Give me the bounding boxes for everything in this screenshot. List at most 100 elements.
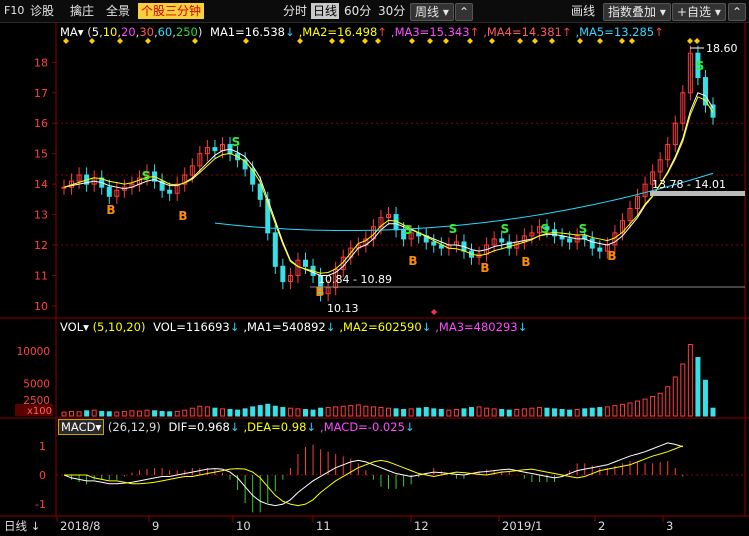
candle-body — [159, 180, 165, 191]
signal-diamond-icon — [243, 38, 249, 44]
volume-bar — [627, 402, 633, 417]
volume-bar — [325, 407, 331, 417]
candle-body — [695, 52, 701, 79]
vol-tick-label: 5000 — [23, 379, 50, 391]
volume-bar — [431, 408, 437, 417]
volume-bar — [529, 407, 535, 417]
f10-button[interactable]: F10 — [4, 4, 25, 17]
volume-bar — [393, 408, 399, 417]
candle-body — [499, 238, 505, 243]
arrow-down-icon: ↓ — [517, 320, 528, 334]
candle-body — [702, 77, 708, 106]
ma2-line — [63, 96, 714, 274]
range-high-bar — [650, 191, 745, 196]
volume-bar — [189, 407, 195, 417]
signal-diamond-icon — [297, 38, 303, 44]
signal-diamond-icon — [362, 38, 368, 44]
volume-bar — [672, 376, 678, 417]
volume-bar — [665, 386, 671, 417]
volume-bar — [650, 396, 656, 417]
volume-bar — [159, 410, 165, 417]
macd-params: (26,12,9) — [107, 420, 161, 434]
candle-body — [650, 171, 656, 185]
volume-bar — [295, 408, 301, 417]
candle-body — [378, 217, 384, 228]
chevron-down-icon: ▾ — [83, 320, 89, 334]
price-tick-label: 10 — [34, 300, 48, 313]
buy-signal: B — [521, 255, 530, 269]
tab-30min[interactable]: 30分 — [378, 4, 406, 18]
diagnose-button[interactable]: 诊股 — [30, 4, 55, 18]
candle-body — [386, 214, 391, 219]
candle-body — [506, 241, 512, 249]
signal-diamond-icon — [192, 38, 198, 44]
candle-body — [212, 147, 218, 152]
volume-bar — [280, 407, 286, 417]
sell-signal: S — [449, 222, 458, 236]
volume-bar — [544, 407, 550, 417]
candle-body — [657, 159, 663, 173]
arrow-down-icon: ↓ — [306, 420, 317, 434]
date-label: 3 — [666, 519, 673, 533]
buy-signal: B — [408, 254, 417, 268]
vol-params: (5,10,20) — [92, 320, 146, 334]
volume-bar — [91, 409, 97, 417]
ma-param: 5 — [91, 25, 100, 39]
sell-signal: S — [232, 135, 241, 149]
red-diamond-icon — [431, 309, 437, 315]
arrow-up-icon: ↑ — [654, 25, 664, 39]
volume-bar — [370, 406, 376, 417]
signal-diamond-icon — [339, 38, 345, 44]
volume-bar — [416, 407, 422, 417]
volume-bar — [182, 409, 188, 417]
volume-bar — [514, 409, 520, 417]
volume-bar — [121, 410, 127, 417]
volume-bar — [363, 405, 369, 417]
volume-bar — [582, 408, 588, 417]
volume-bar — [476, 406, 482, 417]
volume-bar — [446, 409, 452, 417]
macd-tick-label: 1 — [39, 440, 46, 453]
vol-tick-label: 10000 — [17, 346, 50, 358]
signal-diamond-icon — [409, 38, 415, 44]
candle-body — [680, 92, 686, 124]
sell-signal: S — [142, 169, 151, 183]
volume-bar — [257, 405, 263, 417]
range-low-label: 10.84 - 10.89 — [318, 273, 392, 286]
volume-bar — [174, 410, 180, 417]
draw-line-button[interactable]: 画线 — [571, 4, 596, 18]
price-tick-label: 15 — [34, 148, 48, 161]
stock-three-minutes-button[interactable]: 个股三分钟 — [138, 3, 205, 19]
volume-bar — [521, 408, 527, 417]
volume-bar — [265, 403, 271, 417]
dea-line — [64, 445, 683, 507]
tab-60min[interactable]: 60分 — [344, 4, 372, 18]
signal-diamond-icon — [629, 38, 635, 44]
date-label: 11 — [316, 519, 331, 533]
macd-indicator-dropdown[interactable]: MACD▾ — [58, 419, 105, 435]
grab-button[interactable]: 擒庄 — [70, 4, 95, 18]
volume-bar — [235, 409, 241, 417]
signal-diamond-icon — [577, 38, 583, 44]
price-tick-label: 17 — [34, 87, 48, 100]
volume-bar — [635, 400, 641, 417]
candle-body — [325, 287, 331, 295]
date-label: 2 — [598, 519, 605, 533]
volume-bar — [423, 407, 429, 417]
ma-indicator-name[interactable]: MA — [60, 25, 78, 39]
collapse-button[interactable]: ⌃ — [455, 3, 474, 21]
price-tick-label: 18 — [34, 56, 48, 69]
tab-weekly[interactable]: 周线 ▾ — [410, 3, 454, 21]
volume-bar — [687, 344, 693, 417]
index-overlay-label: 指数叠加 — [608, 5, 657, 19]
macd-value: ,DEA=0.98 — [243, 420, 307, 434]
tab-intraday[interactable]: 分时 — [283, 4, 308, 18]
add-watchlist-dropdown[interactable]: +自选 ▾ — [672, 3, 726, 21]
tab-daily[interactable]: 日线 — [311, 3, 340, 19]
candle-body — [114, 189, 120, 197]
panorama-button[interactable]: 全景 — [106, 4, 131, 18]
collapse-right-button[interactable]: ⌃ — [728, 3, 747, 21]
vol-indicator-name[interactable]: VOL — [60, 320, 84, 334]
index-overlay-dropdown[interactable]: 指数叠加 ▾ — [603, 3, 671, 21]
